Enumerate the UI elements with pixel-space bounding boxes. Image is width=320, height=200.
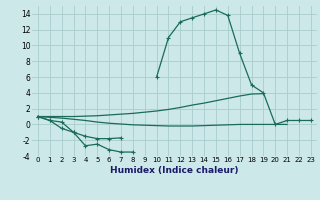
X-axis label: Humidex (Indice chaleur): Humidex (Indice chaleur) — [110, 166, 239, 175]
